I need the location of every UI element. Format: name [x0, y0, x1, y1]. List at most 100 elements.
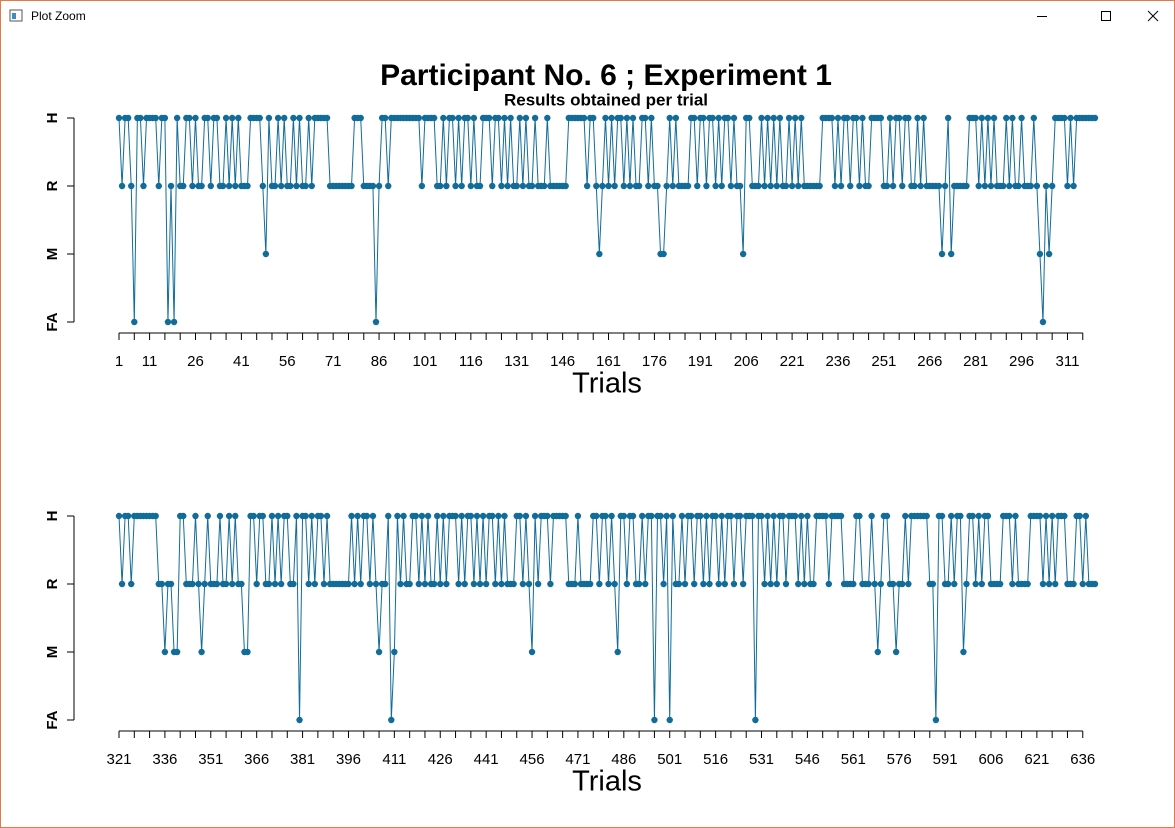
point [837, 182, 845, 190]
point [663, 512, 670, 520]
point [244, 182, 251, 190]
x-tick-label: 411 [382, 751, 406, 768]
chart-title: Participant No. 6 ; Experiment 1 [380, 59, 832, 92]
point [152, 512, 159, 520]
point [137, 114, 144, 122]
x-tick-label: 146 [550, 353, 575, 370]
point [256, 114, 263, 122]
point [219, 182, 227, 190]
x-tick-label: 336 [152, 751, 177, 768]
point [944, 580, 952, 588]
point [972, 580, 979, 588]
point [281, 114, 288, 122]
point [213, 580, 221, 588]
point [467, 512, 475, 520]
point [381, 114, 389, 122]
point [1045, 580, 1053, 588]
point [758, 114, 765, 122]
point [914, 114, 921, 122]
point [791, 114, 799, 122]
point [296, 716, 303, 724]
x-tick-label: 206 [734, 353, 759, 370]
point [773, 580, 781, 588]
point [482, 580, 490, 588]
point [495, 512, 502, 520]
x-tick-label: 351 [198, 751, 223, 768]
point [320, 580, 328, 588]
point [372, 318, 380, 326]
point [972, 114, 979, 122]
x-tick-label: 221 [780, 353, 805, 370]
point [489, 512, 496, 520]
point [192, 114, 199, 122]
point [391, 648, 398, 656]
point [277, 182, 285, 190]
point [216, 512, 224, 520]
point [770, 114, 777, 122]
point [782, 580, 790, 588]
close-button[interactable] [1147, 10, 1159, 22]
point [623, 114, 631, 122]
point [1024, 580, 1031, 588]
point [721, 580, 728, 588]
point [1009, 114, 1016, 122]
point [996, 580, 1004, 588]
point [1082, 512, 1090, 520]
maximize-button[interactable] [1101, 11, 1111, 21]
y-tick-label: H [44, 113, 61, 124]
x-tick-label: 381 [290, 751, 315, 768]
point [498, 182, 505, 190]
point [158, 580, 166, 588]
x-tick-label: 321 [106, 751, 131, 768]
point [118, 580, 126, 588]
point [186, 114, 193, 122]
point [785, 114, 793, 122]
point [470, 114, 478, 122]
point [1036, 512, 1044, 520]
point [115, 512, 123, 520]
point [180, 512, 187, 520]
series-line [118, 515, 1095, 721]
point [198, 182, 205, 190]
point [629, 512, 637, 520]
x-axis-label: Trials [572, 368, 642, 400]
point [981, 182, 989, 190]
point [1030, 114, 1038, 122]
point [375, 648, 383, 656]
x-tick-label: 546 [795, 751, 820, 768]
point [305, 114, 312, 122]
point [574, 512, 582, 520]
point [394, 512, 401, 520]
point [580, 114, 588, 122]
point [277, 580, 285, 588]
point [874, 648, 881, 656]
x-tick-label: 176 [642, 353, 667, 370]
point [739, 580, 747, 588]
point [1052, 580, 1059, 588]
point [495, 114, 502, 122]
point [516, 512, 524, 520]
x-tick-label: 606 [978, 751, 1003, 768]
point [167, 580, 175, 588]
point [611, 182, 618, 190]
point [770, 512, 777, 520]
point [204, 114, 211, 122]
point [155, 182, 162, 190]
point [684, 182, 692, 190]
point [877, 114, 885, 122]
point [354, 512, 361, 520]
point [736, 512, 744, 520]
point [850, 580, 857, 588]
point [1039, 580, 1047, 588]
point [229, 114, 236, 122]
point [718, 512, 725, 520]
point [715, 580, 722, 588]
point [473, 512, 481, 520]
point [437, 580, 444, 588]
point [369, 182, 377, 190]
point [271, 580, 279, 588]
point [957, 512, 964, 520]
point [1045, 250, 1053, 258]
point [990, 114, 998, 122]
point [666, 716, 673, 724]
